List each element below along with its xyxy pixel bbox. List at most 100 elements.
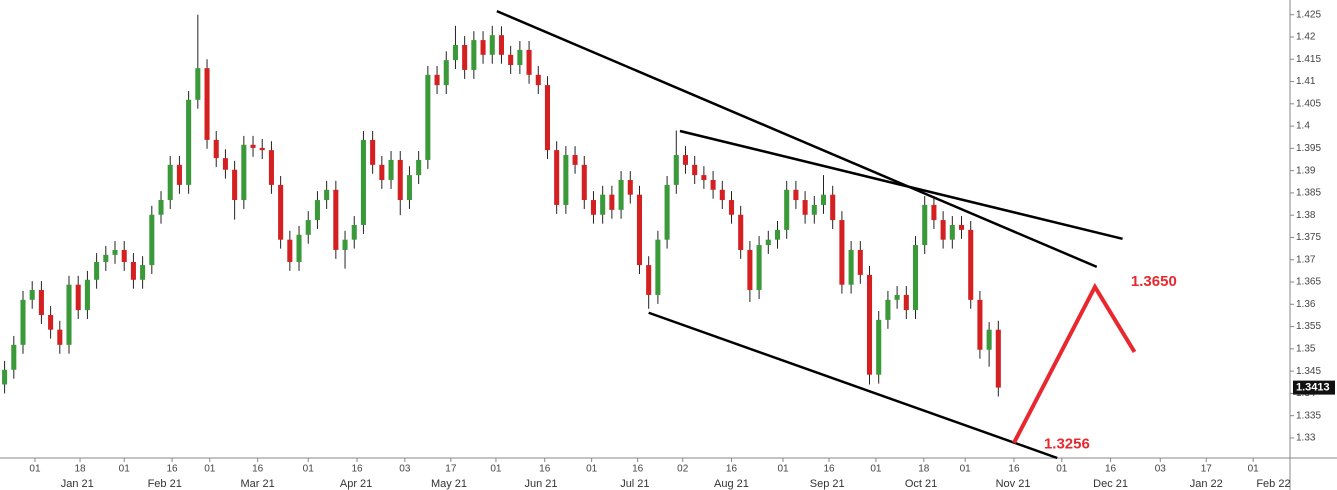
candle-body	[75, 284, 81, 311]
month-label: Jul 21	[620, 478, 649, 490]
candle-body	[655, 239, 661, 295]
candle-body	[425, 74, 431, 160]
candle-body	[443, 60, 449, 86]
candle-body	[130, 261, 136, 280]
month-label: Aug 21	[714, 478, 749, 490]
x-tick-label: 17	[445, 464, 457, 475]
month-label: Oct 21	[905, 478, 937, 490]
price-badge-label: 1.3413	[1296, 382, 1330, 394]
candle-body	[379, 164, 385, 180]
candle-body	[498, 35, 504, 55]
candle-body	[517, 49, 523, 66]
x-tick-label: 16	[252, 464, 264, 475]
candle-body	[894, 294, 900, 300]
candle-body	[765, 239, 771, 246]
candle-body	[57, 329, 63, 345]
candle-body	[342, 239, 348, 250]
candle-body	[535, 74, 541, 86]
trendline	[496, 9, 1098, 269]
candle-body	[416, 159, 422, 176]
candle-body	[857, 249, 863, 275]
candle-body	[11, 344, 17, 370]
candle-body	[121, 249, 127, 262]
candle-body	[489, 35, 495, 55]
candle-body	[241, 144, 247, 201]
candle-body	[922, 204, 928, 246]
x-tick-label: 16	[539, 464, 551, 475]
x-tick-label: 01	[303, 464, 315, 475]
x-tick-label: 01	[586, 464, 598, 475]
candle-body	[701, 175, 707, 180]
candle-body	[710, 179, 716, 190]
candle-body	[452, 44, 458, 61]
candle-body	[738, 214, 744, 250]
candle-body	[397, 159, 403, 201]
candle-body	[351, 224, 357, 240]
candle-body	[176, 164, 182, 185]
candle-body	[848, 249, 854, 285]
month-label: Jun 21	[525, 478, 558, 490]
candle-body	[986, 329, 992, 350]
candle-body	[268, 150, 274, 185]
month-label: Jan 21	[61, 478, 94, 490]
candle-body	[140, 265, 146, 280]
candle-body	[636, 194, 643, 266]
candle-body	[784, 189, 790, 230]
y-tick-label: 1.4	[1296, 121, 1310, 132]
candle-body	[406, 175, 412, 201]
y-tick-label: 1.41	[1296, 76, 1316, 87]
candle-body	[682, 155, 689, 165]
month-label: Mar 21	[241, 478, 275, 490]
candle-body	[434, 74, 440, 86]
candle-body	[195, 68, 201, 100]
y-tick-label: 1.415	[1296, 54, 1321, 65]
y-tick-label: 1.33	[1296, 433, 1316, 444]
y-tick-label: 1.395	[1296, 143, 1321, 154]
y-tick-label: 1.335	[1296, 410, 1321, 421]
annotation: 1.3650	[1131, 273, 1177, 290]
candle-body	[333, 189, 339, 250]
candle-body	[38, 290, 44, 315]
annotation: 1.3256	[1044, 436, 1090, 453]
candle-body	[627, 179, 633, 195]
price-badge	[1293, 380, 1335, 395]
x-tick-label: 01	[1248, 464, 1260, 475]
x-tick-label: 16	[632, 464, 644, 475]
y-tick-label: 1.36	[1296, 299, 1316, 310]
candle-body	[213, 139, 219, 159]
candle-body	[839, 220, 845, 285]
x-tick-label: 01	[870, 464, 882, 475]
candle-body	[995, 329, 1001, 388]
x-tick-label: 01	[960, 464, 972, 475]
candle-body	[719, 189, 725, 201]
candle-body	[590, 200, 597, 215]
candle-body	[802, 200, 808, 215]
x-tick-label: 01	[29, 464, 41, 475]
y-tick-label: 1.42	[1296, 32, 1316, 43]
candle-body	[259, 147, 265, 151]
candle-body	[103, 254, 109, 262]
candle-body	[866, 274, 873, 375]
candle-body	[232, 169, 238, 201]
y-tick-label: 1.355	[1296, 321, 1321, 332]
candle-body	[370, 139, 376, 165]
candle-body	[388, 159, 394, 180]
month-label: May 21	[431, 478, 467, 490]
candle-body	[480, 40, 486, 55]
candle-body	[2, 369, 8, 385]
candle-body	[158, 200, 164, 215]
candle-body	[563, 155, 569, 205]
x-tick-label: 16	[726, 464, 738, 475]
candle-body	[609, 194, 615, 210]
x-tick-label: 16	[1105, 464, 1117, 475]
x-tick-label: 16	[1008, 464, 1020, 475]
x-tick-label: 17	[1201, 464, 1213, 475]
x-tick-label: 03	[1155, 464, 1167, 475]
candle-body	[949, 224, 955, 240]
month-label: Sep 21	[810, 478, 845, 490]
y-tick-label: 1.405	[1296, 98, 1321, 109]
candle-body	[287, 239, 293, 262]
x-tick-label: 16	[351, 464, 363, 475]
